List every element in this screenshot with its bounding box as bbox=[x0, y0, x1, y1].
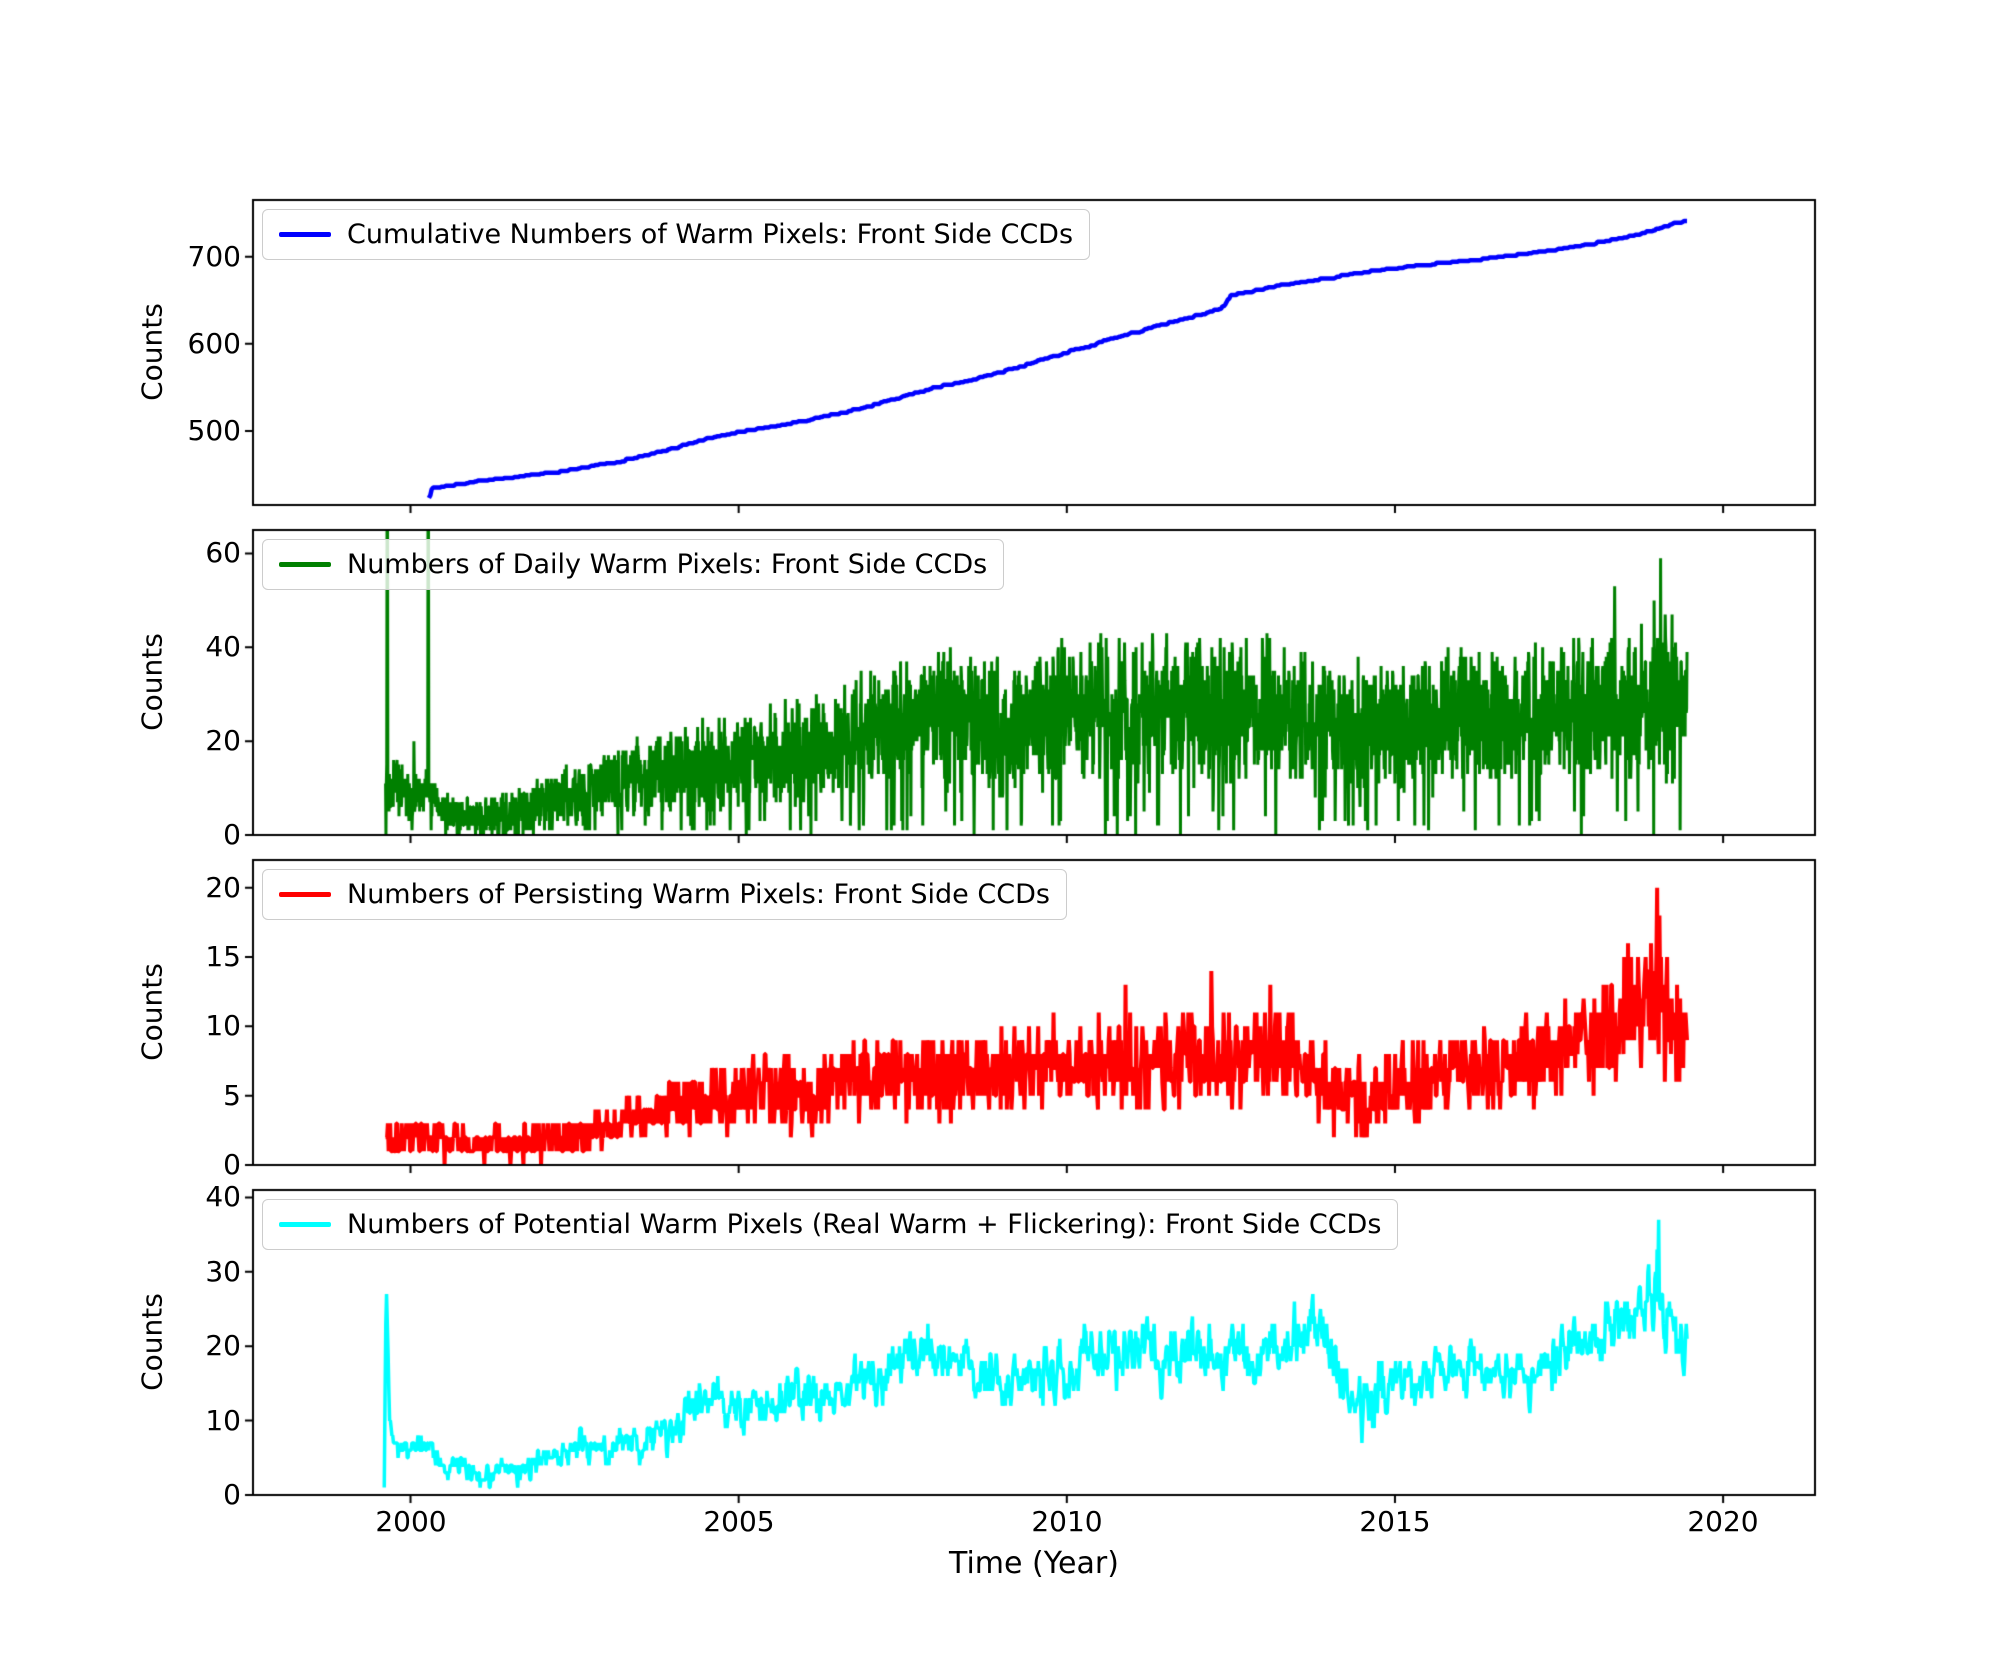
legend-potential-warm-pixels: Numbers of Potential Warm Pixels (Real W… bbox=[262, 1199, 1399, 1250]
y-tick-label: 10 bbox=[205, 1404, 241, 1437]
y-tick-label: 20 bbox=[205, 1329, 241, 1362]
y-tick-label: 60 bbox=[205, 536, 241, 569]
y-tick-label: 0 bbox=[223, 818, 241, 851]
legend-line-sample-green bbox=[279, 562, 331, 567]
legend-line-sample-red bbox=[279, 892, 331, 897]
x-axis-label: Time (Year) bbox=[949, 1546, 1119, 1581]
y-tick-label: 20 bbox=[205, 724, 241, 757]
y-tick-label: 40 bbox=[205, 630, 241, 663]
legend-line-sample-cyan bbox=[279, 1222, 331, 1227]
y-tick-label: 40 bbox=[205, 1180, 241, 1213]
y-tick-label: 0 bbox=[223, 1478, 241, 1511]
y-tick-label: 0 bbox=[223, 1148, 241, 1181]
y-tick-label: 15 bbox=[205, 940, 241, 973]
y-tick-label: 500 bbox=[187, 414, 241, 447]
legend-label: Numbers of Potential Warm Pixels (Real W… bbox=[347, 1209, 1382, 1240]
y-tick-label: 700 bbox=[187, 240, 241, 273]
legend-label: Numbers of Daily Warm Pixels: Front Side… bbox=[347, 549, 988, 580]
legend-daily-warm-pixels: Numbers of Daily Warm Pixels: Front Side… bbox=[262, 539, 1005, 590]
y-tick-label: 10 bbox=[205, 1009, 241, 1042]
y-tick-label: 600 bbox=[187, 327, 241, 360]
legend-label: Cumulative Numbers of Warm Pixels: Front… bbox=[347, 219, 1074, 250]
x-tick-label: 2010 bbox=[1031, 1505, 1103, 1538]
x-tick-label: 2000 bbox=[375, 1505, 447, 1538]
x-tick-label: 2015 bbox=[1359, 1505, 1431, 1538]
y-tick-label: 20 bbox=[205, 871, 241, 904]
legend-cumulative-warm-pixels: Cumulative Numbers of Warm Pixels: Front… bbox=[262, 209, 1091, 260]
y-tick-label: 5 bbox=[223, 1079, 241, 1112]
y-tick-label: 30 bbox=[205, 1255, 241, 1288]
legend-line-sample-blue bbox=[279, 232, 331, 237]
x-tick-label: 2005 bbox=[703, 1505, 775, 1538]
legend-label: Numbers of Persisting Warm Pixels: Front… bbox=[347, 879, 1050, 910]
x-tick-label: 2020 bbox=[1687, 1505, 1759, 1538]
legend-persisting-warm-pixels: Numbers of Persisting Warm Pixels: Front… bbox=[262, 869, 1067, 920]
